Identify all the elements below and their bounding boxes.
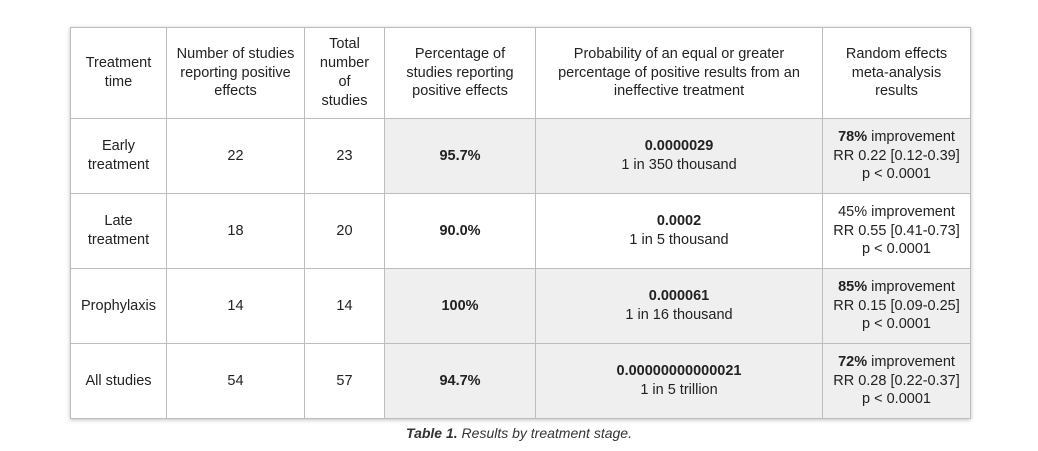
cell-meta-analysis: 85% improvement RR 0.15 [0.09-0.25] p < … (822, 268, 971, 344)
header-probability: Probability of an equal or greater perce… (535, 27, 823, 119)
improvement-percent: 85% (838, 278, 868, 295)
probability-odds: 1 in 350 thousand (621, 157, 737, 173)
improvement-line: 72% improvement (827, 353, 966, 372)
cell-percentage: 95.7% (384, 118, 536, 194)
improvement-word: improvement (867, 203, 955, 220)
header-meta-analysis: Random effects meta-analysis results (822, 27, 971, 119)
cell-total: 14 (304, 268, 385, 344)
improvement-word: improvement (867, 353, 955, 370)
cell-percentage: 94.7% (384, 343, 536, 419)
risk-ratio: RR 0.22 [0.12-0.39] (833, 147, 960, 164)
table-caption: Table 1. Results by treatment stage. (0, 425, 1038, 441)
probability-odds: 1 in 5 thousand (629, 232, 729, 248)
cell-treatment-time: Prophylaxis (70, 268, 167, 344)
probability-value: 0.0000029 (644, 138, 714, 155)
probability-value: 0.000061 (648, 288, 710, 305)
header-positive-studies: Number of studies reporting positive eff… (166, 27, 305, 119)
risk-ratio: RR 0.28 [0.22-0.37] (833, 372, 960, 389)
cell-total: 23 (304, 118, 385, 194)
caption-label: Table 1. (406, 425, 458, 441)
p-value: p < 0.0001 (862, 166, 931, 183)
cell-meta-analysis: 45% improvement RR 0.55 [0.41-0.73] p < … (822, 193, 971, 269)
header-row: Treatment time Number of studies reporti… (70, 27, 971, 119)
cell-treatment-time: Late treatment (70, 193, 167, 269)
cell-percentage: 90.0% (384, 193, 536, 269)
risk-ratio: RR 0.55 [0.41-0.73] (833, 222, 960, 239)
table-row: Late treatment 18 20 90.0% 0.0002 1 in 5… (70, 193, 971, 269)
improvement-line: 78% improvement (827, 128, 966, 147)
cell-probability: 0.0000029 1 in 350 thousand (535, 118, 823, 194)
header-total-studies: Total number of studies (304, 27, 385, 119)
table-row: Prophylaxis 14 14 100% 0.000061 1 in 16 … (70, 268, 971, 344)
cell-probability: 0.000061 1 in 16 thousand (535, 268, 823, 344)
p-value: p < 0.0001 (862, 391, 931, 408)
cell-positive: 54 (166, 343, 305, 419)
probability-value: 0.0002 (656, 213, 702, 230)
improvement-word: improvement (867, 278, 955, 295)
improvement-line: 45% improvement (827, 203, 966, 222)
cell-percentage: 100% (384, 268, 536, 344)
cell-total: 20 (304, 193, 385, 269)
probability-odds: 1 in 16 thousand (625, 307, 733, 323)
caption-text: Results by treatment stage. (457, 425, 632, 441)
improvement-word: improvement (867, 128, 955, 145)
risk-ratio: RR 0.15 [0.09-0.25] (833, 297, 960, 314)
improvement-percent: 78% (838, 128, 868, 145)
improvement-percent: 45% (838, 203, 868, 220)
cell-positive: 22 (166, 118, 305, 194)
probability-value: 0.00000000000021 (616, 363, 742, 380)
cell-meta-analysis: 78% improvement RR 0.22 [0.12-0.39] p < … (822, 118, 971, 194)
p-value: p < 0.0001 (862, 241, 931, 258)
cell-treatment-time: All studies (70, 343, 167, 419)
improvement-percent: 72% (838, 353, 868, 370)
cell-meta-analysis: 72% improvement RR 0.28 [0.22-0.37] p < … (822, 343, 971, 419)
table-row: Early treatment 22 23 95.7% 0.0000029 1 … (70, 118, 971, 194)
cell-probability: 0.00000000000021 1 in 5 trillion (535, 343, 823, 419)
improvement-line: 85% improvement (827, 278, 966, 297)
table-row: All studies 54 57 94.7% 0.00000000000021… (70, 343, 971, 419)
cell-probability: 0.0002 1 in 5 thousand (535, 193, 823, 269)
cell-positive: 18 (166, 193, 305, 269)
header-percentage: Percentage of studies reporting positive… (384, 27, 536, 119)
cell-total: 57 (304, 343, 385, 419)
p-value: p < 0.0001 (862, 316, 931, 333)
results-table: Treatment time Number of studies reporti… (70, 27, 971, 419)
header-treatment-time: Treatment time (70, 27, 167, 119)
probability-odds: 1 in 5 trillion (640, 382, 718, 398)
cell-treatment-time: Early treatment (70, 118, 167, 194)
cell-positive: 14 (166, 268, 305, 344)
